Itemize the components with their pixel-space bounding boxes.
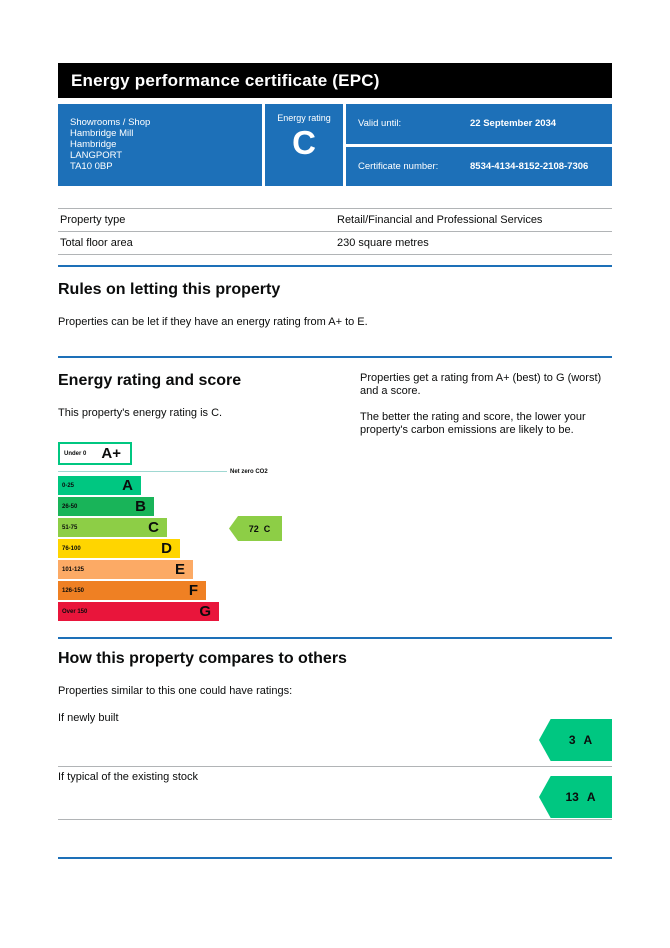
energy-rating-value: C [292, 124, 316, 161]
section-divider [58, 356, 612, 358]
epc-rating-chart: Under 0 A+ Net zero CO2 0-25 A 26-50 B 5… [58, 442, 282, 621]
property-details-table: Property type Retail/Financial and Profe… [58, 208, 612, 255]
certificate-meta-column: Valid until: 22 September 2034 Certifica… [346, 104, 612, 186]
compare-score: 3 [568, 733, 576, 747]
band-grade: C [148, 519, 159, 536]
floor-area-label: Total floor area [60, 237, 133, 249]
band-grade: E [174, 561, 185, 578]
band-g: Over 150 G [58, 602, 219, 621]
rating-explanation-column: Properties get a rating from A+ (best) t… [360, 372, 612, 623]
rules-body: Properties can be let if they have an en… [58, 316, 368, 328]
certificate-number-box: Certificate number: 8534-4134-8152-2108-… [346, 146, 612, 186]
band-range: Over 150 [62, 608, 88, 615]
band-range: 26-50 [62, 503, 78, 510]
property-address: Showrooms / Shop Hambridge Mill Hambridg… [58, 104, 262, 186]
band-d: 76-100 D [58, 539, 180, 558]
compare-heading: How this property compares to others [58, 650, 347, 667]
energy-rating-section: Energy rating and score This property's … [58, 372, 612, 623]
compare-rows: If newly built 3 A If typical of the exi… [58, 707, 612, 820]
epc-certificate-page: Energy performance certificate (EPC) Sho… [58, 0, 612, 859]
compare-rating-arrow: 13 A [539, 776, 612, 818]
certificate-number-value: 8534-4134-8152-2108-7306 [470, 160, 589, 172]
band-f: 126-150 F [58, 581, 206, 600]
band-a: 0-25 A [58, 476, 141, 495]
band-range: 0-25 [62, 482, 75, 489]
compare-grade: A [583, 733, 593, 747]
current-rating-arrow: 72 C [229, 516, 282, 541]
address-line: Showrooms / Shop [70, 117, 151, 128]
address-line: Hambridge [70, 139, 117, 150]
current-score: 72 [248, 523, 259, 534]
rating-explain-1: Properties get a rating from A+ (best) t… [360, 372, 602, 397]
floor-area-value: 230 square metres [337, 237, 429, 249]
band-grade: A+ [101, 445, 121, 462]
valid-until-box: Valid until: 22 September 2034 [346, 104, 612, 144]
property-type-label: Property type [60, 214, 126, 226]
band-grade: G [199, 603, 211, 620]
certificate-number-label: Certificate number: [358, 160, 439, 172]
band-range: 126-150 [62, 587, 85, 594]
compare-intro: Properties similar to this one could hav… [58, 685, 293, 697]
rating-explain-2: The better the rating and score, the low… [360, 411, 586, 436]
certificate-title-bar: Energy performance certificate (EPC) [58, 63, 612, 98]
property-type-value: Retail/Financial and Professional Servic… [337, 214, 543, 226]
compare-row-existing-stock: If typical of the existing stock 13 A [58, 767, 612, 820]
table-row: Property type Retail/Financial and Profe… [58, 208, 612, 231]
address-line: Hambridge Mill [70, 128, 134, 139]
address-line: TA10 0BP [70, 161, 113, 172]
rules-heading: Rules on letting this property [58, 281, 281, 298]
band-range: Under 0 [64, 450, 87, 457]
current-rating-text: This property's energy rating is C. [58, 407, 223, 419]
band-range: 51-75 [62, 524, 78, 531]
compare-row-label: If newly built [58, 712, 119, 724]
band-range: 101-125 [62, 566, 85, 573]
compare-rating-arrow: 3 A [539, 719, 612, 761]
compare-score: 13 [565, 790, 579, 804]
band-grade: A [122, 477, 133, 494]
compare-grade: A [586, 790, 596, 804]
page-bottom-divider [58, 857, 612, 859]
table-row: Total floor area 230 square metres [58, 231, 612, 255]
compare-row-newly-built: If newly built 3 A [58, 707, 612, 767]
address-line: LANGPORT [70, 150, 123, 161]
current-grade: C [263, 523, 271, 534]
page-title: Energy performance certificate (EPC) [71, 71, 380, 90]
energy-rating-label: Energy rating [277, 113, 331, 123]
section-divider [58, 265, 612, 267]
valid-until-label: Valid until: [358, 118, 402, 130]
rating-section-heading: Energy rating and score [58, 372, 242, 389]
net-zero-line [58, 471, 227, 472]
compare-row-label: If typical of the existing stock [58, 771, 199, 783]
band-c: 51-75 C [58, 518, 167, 537]
valid-until-value: 22 September 2034 [470, 118, 557, 130]
band-a-plus: Under 0 A+ [58, 442, 132, 465]
band-e: 101-125 E [58, 560, 193, 579]
summary-row: Showrooms / Shop Hambridge Mill Hambridg… [58, 104, 612, 186]
net-zero-marker: Net zero CO2 [58, 467, 282, 476]
band-grade: F [188, 582, 198, 599]
band-b: 26-50 B [58, 497, 154, 516]
band-grade: D [161, 540, 172, 557]
band-range: 76-100 [62, 545, 81, 552]
rating-chart-column: Energy rating and score This property's … [58, 372, 360, 623]
section-divider [58, 637, 612, 639]
net-zero-label: Net zero CO2 [230, 468, 268, 475]
energy-rating-box: Energy rating C [265, 104, 343, 186]
band-grade: B [135, 498, 146, 515]
